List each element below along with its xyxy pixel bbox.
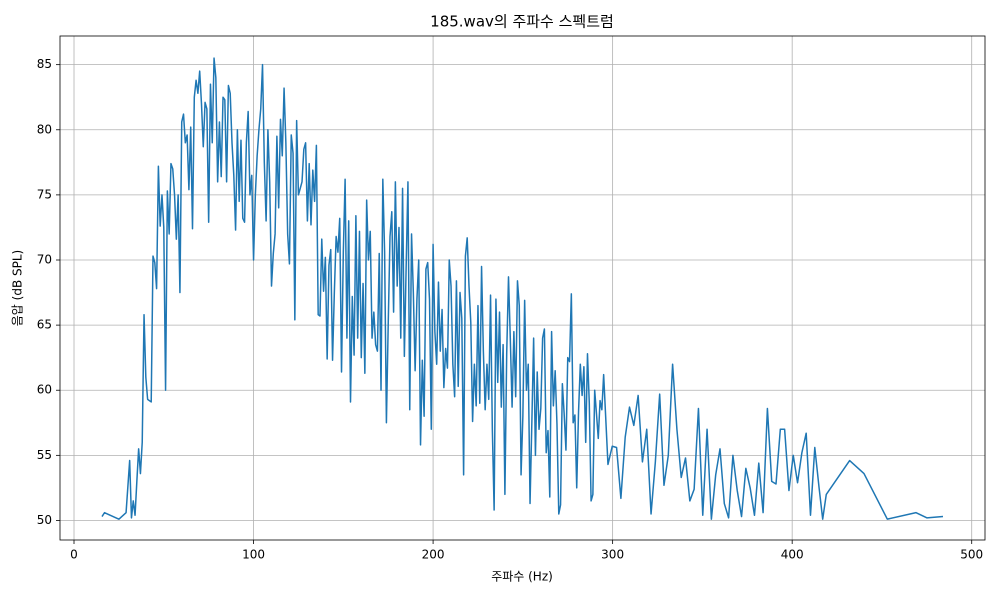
x-tick-label: 400 (781, 548, 804, 562)
chart-title: 185.wav의 주파수 스펙트럼 (430, 13, 614, 31)
y-axis-label: 음압 (dB SPL) (11, 250, 25, 326)
x-axis-label: 주파수 (Hz) (491, 570, 553, 584)
y-tick-label: 85 (37, 57, 52, 71)
x-tick-label: 300 (601, 548, 624, 562)
y-tick-label: 50 (37, 513, 52, 527)
y-tick-label: 70 (37, 253, 52, 267)
y-tick-label: 65 (37, 318, 52, 332)
y-tick-label: 75 (37, 187, 52, 201)
x-tick-label: 100 (242, 548, 265, 562)
y-tick-label: 55 (37, 448, 52, 462)
x-tick-label: 200 (422, 548, 445, 562)
y-tick-label: 60 (37, 383, 52, 397)
x-tick-label: 500 (960, 548, 983, 562)
x-tick-label: 0 (70, 548, 78, 562)
plot-frame (59, 35, 986, 541)
line (101, 57, 944, 520)
y-tick-label: 80 (37, 122, 52, 136)
